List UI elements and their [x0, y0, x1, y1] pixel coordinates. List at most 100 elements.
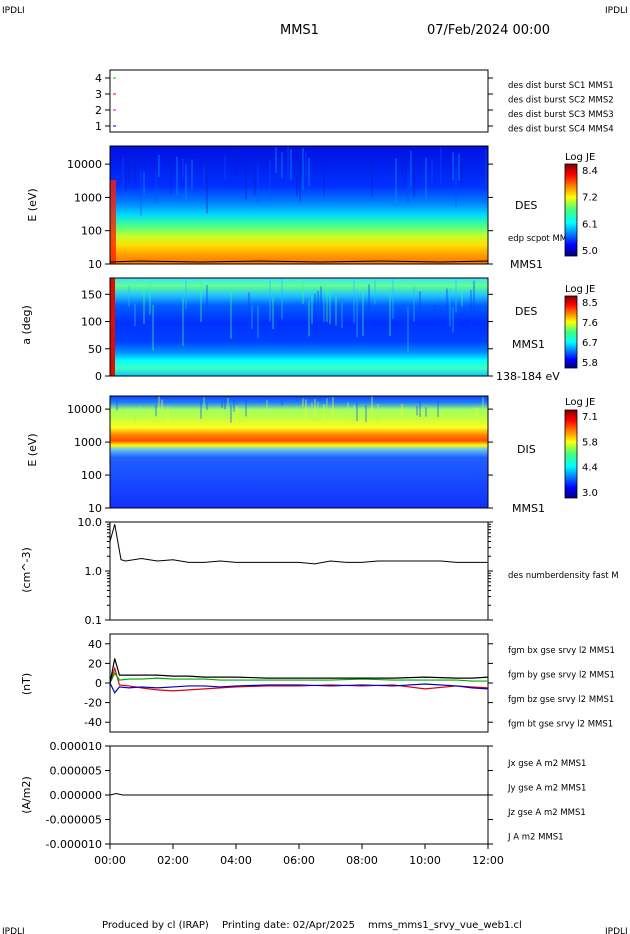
dis-texture-stripe	[401, 403, 403, 419]
density-ylabel: (cm^-3)	[20, 547, 33, 593]
dis-texture-stripe	[365, 405, 367, 422]
dis-texture-stripe	[224, 397, 226, 410]
ytick-label: 100	[81, 316, 102, 329]
des-pitch-yticks: 150 100 50 0	[81, 288, 493, 383]
bfield-legend: fgm bx gse srvy l2 MMS1 fgm by gse srvy l…	[508, 646, 615, 730]
bfield-panel: (nT) 40 20 0 -20 -40 fgm bx gse srvy l2 MMS1…	[20, 633, 615, 733]
dis-energy-colorbar-scale	[564, 409, 578, 499]
colorbar-tick-label: 6.7	[582, 338, 598, 349]
ytick-label: 1000	[74, 191, 102, 204]
dis-texture-stripe	[482, 397, 484, 415]
date-label: 07/Feb/2024 00:00	[427, 23, 550, 38]
burst-yticks: 4 3 2 1	[95, 72, 493, 133]
dis-energy-stripes	[116, 396, 484, 425]
des-energy-ylabel: E (eV)	[26, 188, 39, 221]
ytick-label: 1000	[74, 436, 102, 449]
dis-texture-stripe	[161, 399, 163, 414]
pa-texture-stripe	[230, 293, 232, 339]
pa-texture-stripe	[308, 300, 310, 337]
dis-texture-stripe	[473, 407, 475, 418]
xtick-label: 02:00	[157, 854, 189, 867]
des-texture-stripe	[440, 147, 442, 186]
des-texture-stripe	[299, 165, 301, 201]
dis-texture-stripe	[221, 399, 223, 408]
pa-texture-stripe	[281, 278, 283, 320]
dis-texture-stripe	[236, 406, 238, 421]
dis-texture-stripe	[200, 400, 202, 419]
bfield-ylabel: (nT)	[20, 673, 33, 695]
dis-texture-stripe	[281, 397, 283, 406]
pa-texture-stripe	[392, 279, 394, 319]
pa-texture-stripe	[368, 284, 370, 326]
current-legend: Jx gse A m2 MMS1 Jy gse A m2 MMS1 Jz gse A…	[507, 759, 586, 843]
colorbar-tick-label: 8.4	[582, 166, 598, 177]
dis-texture-stripe	[317, 401, 319, 421]
ytick-label: 10000	[67, 403, 102, 416]
des-texture-stripe	[305, 151, 307, 178]
burst-legend-item: des dist burst SC1 MMS1	[508, 81, 614, 91]
bfield-line-0	[109, 666, 489, 692]
des-energy-sc-label: MMS1	[510, 258, 543, 271]
dis-energy-sc-label: MMS1	[512, 502, 545, 515]
corner-label-top-right: IPDLI	[605, 6, 628, 16]
current-ylabel: (A/m2)	[20, 776, 33, 814]
bfield-legend-item: fgm bx gse srvy l2 MMS1	[508, 646, 615, 656]
des-texture-stripe	[302, 148, 304, 190]
pa-texture-stripe	[257, 305, 259, 339]
burst-legend-item: des dist burst SC2 MMS2	[508, 96, 614, 106]
pa-texture-stripe	[419, 291, 421, 313]
des-texture-stripe	[134, 150, 136, 184]
pa-texture-stripe	[326, 289, 328, 323]
des-energy-frame	[109, 145, 489, 265]
bfield-series	[109, 658, 489, 694]
pa-texture-stripe	[200, 280, 202, 323]
des-texture-stripe	[290, 148, 292, 180]
colorbar-tick-label: 6.1	[582, 219, 598, 230]
des-energy-yticks: 10000 1000 100 10	[67, 158, 493, 271]
dis-texture-stripe	[134, 407, 136, 425]
colorbar-tick-label: 3.0	[582, 488, 598, 499]
des-energy-colorbar-scale	[564, 163, 578, 257]
dis-texture-stripe	[356, 403, 358, 422]
dis-texture-stripe	[245, 398, 247, 417]
pa-texture-stripe	[335, 296, 337, 326]
des-texture-stripe	[257, 165, 259, 202]
dis-texture-stripe	[116, 399, 118, 411]
pa-texture-stripe	[356, 289, 358, 338]
bfield-legend-item: fgm by gse srvy l2 MMS1	[508, 671, 615, 681]
des-texture-stripe	[407, 171, 409, 204]
burst-legend-item: des dist burst SC3 MMS3	[508, 110, 614, 120]
ytick-label: 40	[88, 638, 102, 651]
des-texture-stripe	[410, 150, 412, 187]
des-energy-colorbar: Log JE 8.4 7.2 6.1 5.0	[564, 152, 598, 257]
pa-texture-stripe	[362, 292, 364, 337]
dis-texture-stripe	[311, 402, 313, 418]
des-pitch-frame	[109, 277, 489, 377]
des-texture-stripe	[269, 160, 271, 201]
des-texture-stripe	[323, 163, 325, 196]
bfield-yticks: 40 20 0 -20 -40	[84, 638, 493, 729]
ytick-label: -20	[84, 697, 102, 710]
colorbar-tick-label: 4.4	[582, 463, 598, 474]
dis-energy-colorbar-title: Log JE	[565, 397, 595, 408]
colorbar-tick-label: 5.8	[582, 358, 598, 369]
des-texture-stripe	[371, 160, 373, 197]
dis-texture-stripe	[308, 407, 310, 418]
pa-texture-stripe	[251, 305, 253, 329]
ytick-label: 0.000010	[50, 740, 103, 753]
current-panel: (A/m2) 0.000010 0.000005 0.000000 -0.000005…	[20, 740, 586, 851]
pa-texture-stripe	[272, 297, 274, 329]
des-pitch-colorbar-scale	[564, 295, 578, 369]
current-legend-item: J A m2 MMS1	[507, 833, 564, 843]
pa-texture-stripe	[470, 289, 472, 327]
des-texture-stripe	[176, 156, 178, 196]
dis-energy-colorbar: Log JE 7.1 5.8 4.4 3.0	[564, 397, 598, 499]
ytick-label: 0.000005	[50, 765, 103, 778]
des-pitch-stripes	[128, 278, 475, 353]
pa-texture-stripe	[413, 286, 415, 322]
pa-texture-stripe	[269, 279, 271, 322]
des-texture-stripe	[413, 154, 415, 197]
colorbar-tick-label: 7.6	[582, 318, 598, 329]
des-texture-stripe	[155, 172, 157, 203]
